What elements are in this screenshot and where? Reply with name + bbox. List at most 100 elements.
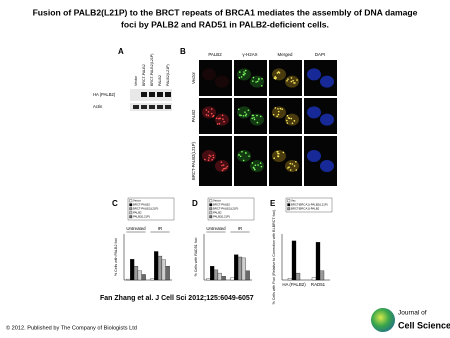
focus bbox=[254, 168, 256, 171]
nucleus bbox=[320, 160, 334, 172]
legend-box bbox=[285, 197, 333, 213]
micrograph bbox=[199, 60, 232, 96]
bar bbox=[141, 274, 146, 281]
blot-band bbox=[157, 92, 163, 97]
micrograph bbox=[234, 98, 267, 134]
logo-text: Journal of bbox=[398, 310, 427, 317]
focus bbox=[296, 79, 298, 81]
nucleus bbox=[215, 113, 229, 126]
nucleus bbox=[320, 113, 334, 126]
legend-label: BRCT(BRCA1)-PALB2 bbox=[291, 207, 320, 211]
focus bbox=[277, 71, 280, 73]
legend-swatch bbox=[209, 215, 213, 219]
focus bbox=[240, 76, 243, 78]
row-label: Vector bbox=[191, 71, 196, 83]
focus bbox=[259, 115, 262, 118]
focus bbox=[253, 116, 255, 119]
bar bbox=[206, 278, 211, 281]
focus bbox=[276, 72, 279, 74]
focus bbox=[220, 161, 223, 163]
group-label: Untreated bbox=[206, 226, 226, 231]
logo-emblem bbox=[371, 308, 395, 332]
legend-label: BRCT-PALB2 bbox=[133, 203, 150, 207]
legend-label: BRCT-PALB2 bbox=[213, 203, 230, 207]
row-label: PALB2 bbox=[191, 109, 196, 122]
legend-label: PALB2(L21P) bbox=[213, 215, 230, 219]
legend-label: Vec bbox=[291, 199, 296, 203]
focus bbox=[261, 78, 263, 80]
focus bbox=[261, 85, 263, 87]
focus bbox=[275, 77, 277, 79]
nucleus bbox=[250, 160, 264, 172]
focus bbox=[282, 151, 285, 154]
focus bbox=[289, 169, 292, 171]
focus bbox=[290, 80, 293, 83]
focus bbox=[253, 118, 256, 121]
focus bbox=[239, 155, 242, 158]
micrograph bbox=[199, 136, 232, 186]
focus bbox=[256, 121, 259, 124]
panel-label: E bbox=[270, 199, 276, 208]
focus bbox=[222, 164, 225, 166]
focus bbox=[252, 76, 255, 79]
title-line: foci by PALB2 and RAD51 in PALB2-deficie… bbox=[121, 19, 329, 29]
focus bbox=[244, 114, 247, 117]
bar bbox=[245, 270, 250, 281]
focus bbox=[223, 167, 226, 170]
legend-label: Vector bbox=[213, 199, 221, 203]
nucleus bbox=[237, 150, 251, 162]
focus bbox=[286, 119, 288, 122]
bar bbox=[165, 266, 170, 281]
focus bbox=[242, 159, 245, 162]
focus bbox=[241, 150, 243, 153]
bar bbox=[234, 254, 239, 281]
focus bbox=[293, 120, 296, 122]
focus bbox=[207, 114, 210, 117]
blot-band bbox=[149, 92, 155, 97]
panel-label: A bbox=[118, 47, 124, 56]
group-label: IR bbox=[158, 226, 162, 231]
focus bbox=[252, 80, 254, 82]
bar bbox=[210, 266, 215, 281]
blot-band bbox=[141, 92, 147, 97]
focus bbox=[244, 72, 246, 75]
legend-swatch bbox=[287, 199, 291, 203]
blot-band bbox=[165, 92, 171, 97]
lane-label: Vector bbox=[134, 75, 138, 86]
bar bbox=[213, 269, 219, 281]
focus bbox=[238, 71, 241, 73]
legend-label: BRCT-PALB2(L21P) bbox=[213, 207, 238, 211]
micrograph bbox=[269, 98, 302, 134]
nucleus bbox=[320, 75, 334, 88]
panel-label: B bbox=[180, 47, 186, 56]
focus bbox=[291, 163, 294, 165]
focus bbox=[238, 154, 240, 156]
y-axis-label: % Cells with RAD51 foci bbox=[194, 237, 198, 276]
legend-label: PALB2 bbox=[133, 211, 142, 215]
focus bbox=[290, 77, 293, 79]
nucleus bbox=[215, 75, 229, 88]
focus bbox=[212, 154, 215, 157]
row-label: BRCT-PALB2(L21P) bbox=[191, 141, 196, 179]
focus bbox=[242, 114, 245, 117]
focus bbox=[243, 71, 245, 73]
focus bbox=[272, 113, 275, 116]
focus bbox=[207, 159, 210, 162]
focus bbox=[247, 109, 250, 112]
focus bbox=[276, 150, 279, 153]
nucleus bbox=[307, 150, 321, 162]
legend-label: Vector bbox=[133, 199, 141, 203]
legend-label: PALB2 bbox=[213, 211, 222, 215]
blot-band bbox=[149, 105, 155, 109]
bar bbox=[157, 255, 163, 281]
lane-label: PALB2(L21P) bbox=[166, 64, 170, 86]
blot-band bbox=[165, 105, 171, 109]
y-axis-label: % Cells with PALB2 foci bbox=[114, 238, 118, 276]
focus bbox=[251, 114, 254, 117]
focus bbox=[295, 169, 298, 171]
copyright: © 2012. Published by The Company of Biol… bbox=[6, 324, 137, 331]
focus bbox=[205, 113, 208, 116]
legend-swatch bbox=[129, 203, 133, 207]
column-label: Merged bbox=[278, 52, 293, 57]
focus bbox=[290, 117, 293, 120]
